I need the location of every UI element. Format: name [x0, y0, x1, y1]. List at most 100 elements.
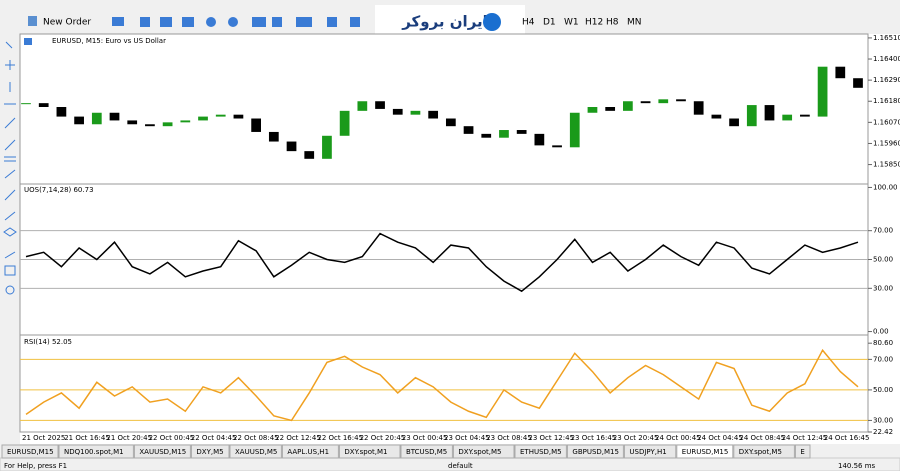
tab[interactable]: [623, 444, 677, 459]
candle: [499, 130, 509, 138]
candle: [357, 101, 368, 111]
indicator-line: [25, 348, 859, 422]
candle: [286, 141, 297, 152]
candle: [410, 110, 421, 115]
y-tick-label: 70.00: [873, 227, 893, 235]
chart-icon: [24, 38, 32, 45]
candle: [623, 101, 633, 111]
tab-label[interactable]: EURUSD,M15: [7, 448, 54, 456]
candle: [180, 120, 191, 123]
candle: [640, 101, 651, 104]
tab[interactable]: [338, 444, 401, 459]
time-label: 23 Oct 04:45: [444, 434, 490, 442]
tab-label[interactable]: ETHUSD,M5: [520, 448, 562, 456]
left-toolbar: [0, 34, 20, 444]
time-label: 21 Oct 2025: [22, 434, 65, 442]
timeframe-button[interactable]: H4: [522, 18, 535, 28]
status-ping: 140.56 ms: [838, 462, 876, 470]
tab-label[interactable]: DXY.spot,M1: [344, 448, 387, 456]
tab-label[interactable]: AAPL.US,H1: [287, 448, 329, 456]
tab[interactable]: [190, 444, 230, 459]
candle: [392, 108, 403, 115]
time-label: 24 Oct 16:45: [824, 434, 870, 442]
status-profile: default: [448, 462, 473, 470]
new-order-icon[interactable]: [28, 16, 37, 26]
timeframe-button[interactable]: H12: [585, 18, 603, 28]
tab-label[interactable]: XAUUSD,M5: [235, 448, 277, 456]
time-label: 22 Oct 04:45: [191, 434, 237, 442]
tab[interactable]: [794, 444, 811, 459]
tab[interactable]: [514, 444, 567, 459]
y-tick-label: 80.60: [873, 339, 893, 347]
time-label: 21 Oct 16:45: [64, 434, 110, 442]
candle: [268, 131, 279, 142]
candle: [91, 112, 102, 125]
candle: [835, 66, 846, 79]
tab[interactable]: [1, 444, 59, 459]
candle: [109, 112, 120, 121]
uos-title: UOS(7,14,28) 60.73: [24, 186, 94, 194]
price-pane: [19, 33, 869, 185]
tab-label[interactable]: DXY.spot,M5: [458, 448, 501, 456]
candle: [428, 110, 439, 119]
toolbar-icons: [112, 17, 360, 27]
tab-label[interactable]: XAUUSD,M15: [139, 448, 186, 456]
time-label: 24 Oct 04:45: [697, 434, 743, 442]
time-label: 22 Oct 16:45: [317, 434, 363, 442]
candle: [463, 126, 474, 134]
tab-label[interactable]: BTCUSD,M5: [406, 448, 447, 456]
timeframe-button[interactable]: MN: [627, 18, 642, 28]
logo-icon: [483, 13, 501, 31]
time-label: 24 Oct 00:45: [655, 434, 701, 442]
tab[interactable]: [58, 444, 134, 459]
candle: [56, 107, 67, 117]
tab-label[interactable]: E: [800, 448, 804, 456]
candle: [605, 107, 616, 111]
y-tick-label: 0.00: [873, 328, 889, 336]
candle: [127, 120, 138, 125]
time-label: 23 Oct 20:45: [613, 434, 659, 442]
y-tick-label: 70.00: [873, 355, 893, 363]
y-tick-label: 50.00: [873, 386, 893, 394]
time-label: 22 Oct 12:45: [275, 434, 321, 442]
tab[interactable]: [676, 444, 734, 459]
y-tick-label: 1.16180: [873, 97, 900, 105]
y-tick-label: 1.15850: [873, 161, 900, 169]
tab[interactable]: [566, 444, 624, 459]
tab-label[interactable]: GBPUSD,M15: [572, 448, 619, 456]
candle: [162, 122, 173, 127]
rsi-pane: [19, 334, 869, 433]
candle: [215, 114, 226, 117]
tab[interactable]: [452, 444, 515, 459]
candle: [481, 133, 492, 138]
new-order-button[interactable]: New Order: [43, 18, 91, 28]
tab[interactable]: [400, 444, 453, 459]
candle: [587, 107, 598, 113]
timeframe-button[interactable]: H8: [606, 18, 619, 28]
candle: [21, 103, 31, 105]
candle: [375, 101, 385, 109]
candle: [38, 103, 49, 107]
candle: [711, 114, 722, 119]
left-tools: [3, 41, 17, 295]
timeframe-button[interactable]: D1: [543, 18, 556, 28]
tab[interactable]: [133, 444, 191, 459]
y-tick-label: 30.00: [873, 284, 893, 292]
tab[interactable]: [229, 444, 282, 459]
y-tick-label: 1.16510: [873, 34, 900, 42]
tab[interactable]: [733, 444, 795, 459]
tab-label[interactable]: EURUSD,M15: [682, 448, 729, 456]
tab-label[interactable]: USDJPY,H1: [629, 448, 666, 456]
candle: [198, 116, 208, 121]
tab-label[interactable]: DXY.spot,M5: [739, 448, 782, 456]
candle: [74, 116, 84, 125]
logo: ایران بروکر: [401, 13, 488, 31]
tab-label[interactable]: DXY,M5: [196, 448, 223, 456]
tab[interactable]: [281, 444, 339, 459]
time-label: 22 Oct 08:45: [233, 434, 279, 442]
timeframe-button[interactable]: W1: [564, 18, 579, 28]
candle: [233, 114, 244, 119]
tab-label[interactable]: NDQ100.spot,M1: [64, 448, 124, 456]
